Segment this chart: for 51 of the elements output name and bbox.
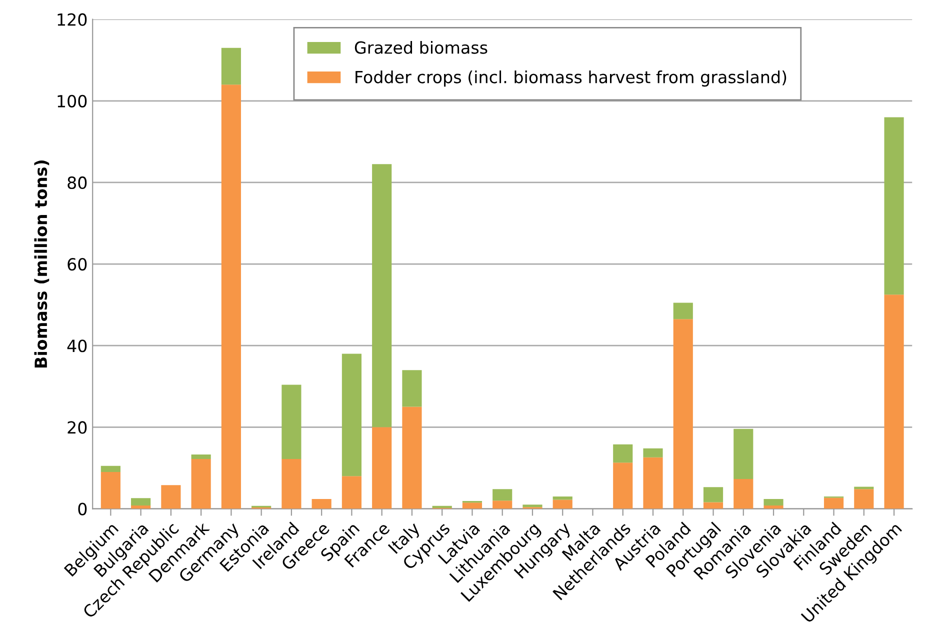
bar	[764, 505, 784, 509]
y-tick-label: 60	[68, 258, 87, 271]
bar	[191, 454, 211, 459]
y-tick-label: 0	[78, 502, 87, 516]
bar	[282, 459, 302, 509]
bar	[492, 489, 512, 501]
bar	[372, 427, 392, 509]
bar	[703, 502, 724, 509]
bar	[342, 354, 362, 476]
bar	[643, 457, 663, 509]
bar	[522, 504, 542, 508]
bar	[854, 486, 874, 490]
bar	[221, 84, 241, 509]
bar	[131, 498, 151, 506]
bar	[613, 444, 633, 463]
bar	[402, 370, 422, 407]
y-axis-title: Biomass (million tons)	[34, 160, 50, 368]
bar	[372, 164, 392, 428]
bar	[764, 498, 784, 506]
y-tick-label: 20	[68, 421, 87, 434]
y-tick-label: 120	[58, 13, 87, 26]
bar	[884, 117, 904, 295]
legend-label: Fodder crops (incl. biomass harvest from grassland)	[356, 70, 786, 87]
bar	[673, 319, 693, 509]
bar	[673, 302, 693, 320]
y-tick-label: 100	[58, 94, 87, 108]
bar	[191, 459, 211, 509]
bar	[613, 462, 633, 509]
bar	[312, 498, 332, 509]
bar	[492, 500, 512, 509]
y-tick-label: 80	[68, 176, 87, 190]
bar	[462, 502, 482, 509]
bar	[734, 428, 754, 479]
legend-label: Grazed biomass	[354, 40, 488, 54]
bar	[131, 505, 151, 509]
bar	[100, 472, 120, 509]
bar	[161, 485, 181, 509]
bar	[282, 384, 302, 459]
bar	[552, 496, 572, 500]
bar	[884, 294, 904, 509]
bar	[824, 498, 844, 509]
bar	[221, 48, 241, 85]
bar	[703, 487, 724, 502]
bar	[734, 478, 754, 509]
bar	[342, 476, 362, 509]
bar	[402, 406, 422, 509]
bar	[100, 466, 120, 472]
bar	[643, 448, 663, 458]
bar	[552, 500, 572, 509]
y-tick-label: 40	[67, 340, 87, 352]
bar	[854, 489, 874, 509]
